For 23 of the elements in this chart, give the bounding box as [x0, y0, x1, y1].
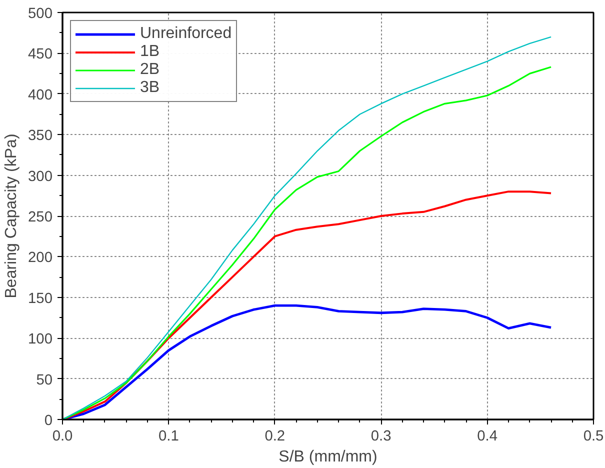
- x-tick-label: 0.3: [370, 428, 392, 444]
- y-tick-label: 200: [28, 250, 53, 266]
- legend-label: 2B: [140, 61, 160, 79]
- y-tick-label: 50: [36, 372, 53, 388]
- y-axis-title: Bearing Capacity (kPa): [3, 134, 20, 298]
- y-tick-label: 100: [28, 332, 53, 348]
- y-tick-label: 500: [28, 6, 53, 22]
- legend-label: Unreinforced: [140, 25, 232, 43]
- y-tick-label: 300: [28, 168, 53, 185]
- x-tick-label: 0.1: [158, 428, 179, 444]
- x-tick-label: 0.4: [477, 428, 498, 444]
- x-tick-label: 0.5: [583, 428, 604, 444]
- y-tick-label: 250: [28, 210, 53, 226]
- x-tick-label: 0.0: [52, 428, 73, 444]
- y-tick-label: 350: [28, 128, 53, 144]
- legend-label: 3B: [140, 79, 160, 97]
- y-tick-label: 0: [44, 413, 53, 429]
- y-tick-label: 400: [28, 87, 53, 104]
- y-tick-label: 450: [28, 46, 53, 63]
- y-tick-label: 150: [28, 290, 53, 307]
- legend-label: 1B: [140, 43, 160, 61]
- x-axis-title: S/B (mm/mm): [278, 448, 378, 466]
- x-tick-label: 0.2: [264, 428, 286, 444]
